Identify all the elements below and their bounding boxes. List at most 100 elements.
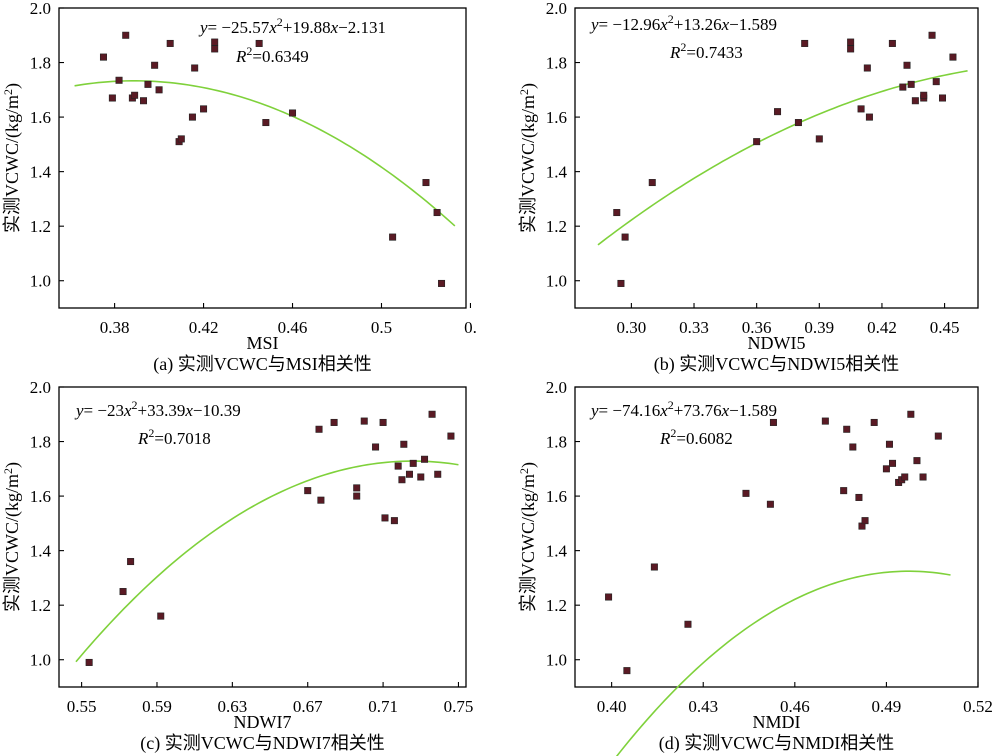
x-tick-label: 0.38 <box>100 318 130 337</box>
y-tick-label: 1.2 <box>30 596 51 615</box>
x-axis-label: NMDI <box>753 712 801 732</box>
y-tick-label: 1.8 <box>30 54 51 73</box>
y-tick-label: 2.0 <box>546 378 567 397</box>
data-point <box>398 476 406 484</box>
plot-frame <box>574 7 979 309</box>
x-tick-label: 0.49 <box>872 697 902 716</box>
data-point <box>115 76 123 84</box>
regression-equation: y= −25.57x2+19.88x−2.131 <box>198 15 386 37</box>
data-point <box>438 279 446 287</box>
x-tick-label: 0.33 <box>679 318 709 337</box>
data-point <box>177 135 185 143</box>
x-tick-label: 0.40 <box>597 697 627 716</box>
y-tick-label: 1.8 <box>30 433 51 452</box>
x-tick-label: 0.55 <box>67 697 97 716</box>
data-point <box>155 86 163 94</box>
data-point <box>907 410 915 418</box>
data-point <box>434 470 442 478</box>
panel-caption: (c) 实测VCWC与NDWI7相关性 <box>140 733 384 754</box>
data-point <box>394 462 402 470</box>
panel-caption: (d) 实测VCWC与NMDI相关性 <box>659 733 895 754</box>
x-tick-label: 0. <box>464 318 477 337</box>
y-tick-label: 1.4 <box>30 163 52 182</box>
x-tick-label: 0.42 <box>867 318 897 337</box>
x-axis-label: NDWI7 <box>234 712 292 732</box>
data-point <box>903 61 911 69</box>
x-tick-label: 0.67 <box>293 697 323 716</box>
panel-d: 1.0 1.2 1.4 1.6 1.8 2.0 0.40 0.43 0.46 0.49 0.52 y=… <box>517 378 993 756</box>
data-point <box>857 105 865 113</box>
data-point <box>621 233 629 241</box>
plot-frame <box>58 7 467 309</box>
data-point <box>932 78 940 86</box>
data-point <box>200 105 208 113</box>
x-tick-label: 0.46 <box>278 318 308 337</box>
plot-frame <box>58 386 467 688</box>
data-point <box>815 135 823 143</box>
data-point <box>417 473 425 481</box>
r-squared: R2=0.7433 <box>669 40 743 62</box>
data-point <box>131 91 139 99</box>
data-point <box>920 91 928 99</box>
data-point <box>742 489 750 497</box>
y-tick-label: 1.0 <box>546 651 567 670</box>
fit-curve <box>597 70 968 246</box>
data-point <box>774 108 782 116</box>
data-point <box>289 109 297 117</box>
panel-a: 1.0 1.2 1.4 1.6 1.8 2.0 0.38 0.42 0.46 0.5 0. y= −2… <box>1 0 477 375</box>
data-point <box>847 45 855 53</box>
y-tick-label: 1.0 <box>546 272 567 291</box>
data-point <box>317 496 325 504</box>
regression-equation: y= −12.96x2+13.26x−1.589 <box>589 12 777 34</box>
x-tick-label: 0.42 <box>189 318 219 337</box>
data-point <box>847 38 855 46</box>
data-point <box>151 61 159 69</box>
y-tick-label: 1.4 <box>546 163 568 182</box>
data-point <box>821 417 829 425</box>
data-point <box>85 658 93 666</box>
data-point <box>188 113 196 121</box>
y-tick-label: 1.6 <box>546 487 567 506</box>
fit-curve <box>615 570 951 756</box>
data-point <box>861 517 869 525</box>
panel-b: 1.0 1.2 1.4 1.6 1.8 2.0 0.30 0.33 0.36 0.39 0.42 0.… <box>517 0 979 375</box>
fit-curve <box>75 460 459 663</box>
data-point <box>870 418 878 426</box>
y-tick-label: 1.6 <box>30 108 51 127</box>
data-point <box>389 233 397 241</box>
y-tick-label: 1.0 <box>30 651 51 670</box>
x-tick-label: 0.63 <box>217 697 247 716</box>
data-point <box>409 459 417 467</box>
fit-curve <box>74 80 456 227</box>
data-point <box>330 418 338 426</box>
x-tick-label: 0.39 <box>804 318 834 337</box>
data-point <box>766 500 774 508</box>
data-point <box>381 514 389 522</box>
x-tick-label: 0.52 <box>963 697 993 716</box>
data-point <box>919 473 927 481</box>
y-tick-label: 2.0 <box>30 0 51 18</box>
data-point <box>928 31 936 39</box>
y-tick-label: 2.0 <box>546 0 567 18</box>
x-tick-label: 0.43 <box>688 697 718 716</box>
y-tick-label: 1.4 <box>30 542 52 561</box>
y-axis-label: 实测VCWC/(kg/m2) <box>1 462 23 612</box>
data-point <box>144 80 152 88</box>
data-point <box>191 64 199 72</box>
data-point <box>901 473 909 481</box>
data-point <box>911 97 919 105</box>
x-tick-label: 0.45 <box>930 318 960 337</box>
data-point <box>888 39 896 47</box>
panel-c: 1.0 1.2 1.4 1.6 1.8 2.0 0.55 0.59 0.63 0.67 0.71 0.… <box>1 378 473 754</box>
x-axis-label: MSI <box>246 333 278 353</box>
data-point <box>353 492 361 500</box>
data-point <box>211 38 219 46</box>
data-point <box>938 94 946 102</box>
data-point <box>617 279 625 287</box>
regression-equation: y= −23x2+33.39x−10.39 <box>74 398 241 420</box>
x-tick-label: 0.36 <box>742 318 772 337</box>
data-point <box>360 417 368 425</box>
data-point <box>428 410 436 418</box>
data-point <box>865 113 873 121</box>
data-point <box>605 593 613 601</box>
